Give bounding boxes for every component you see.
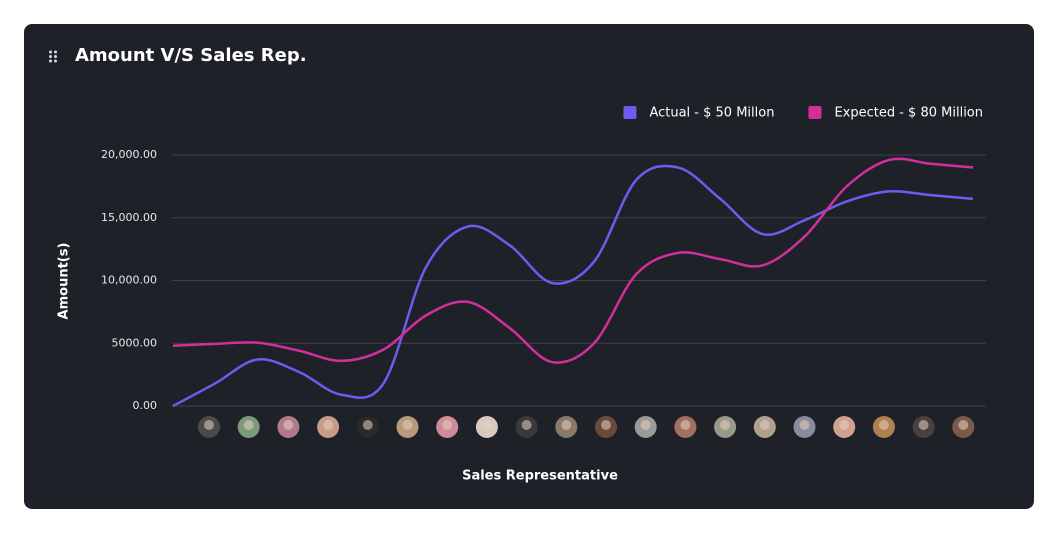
avatar-face <box>720 420 731 430</box>
legend-label: Expected - $ 80 Million <box>834 106 983 121</box>
avatar-face <box>521 420 532 430</box>
legend-label: Actual - $ 50 Millon <box>649 106 774 121</box>
chart-title: Amount V/S Sales Rep. <box>75 45 307 66</box>
avatar-face <box>601 420 611 430</box>
y-tick-label: 10,000.00 <box>101 274 157 287</box>
avatar-face <box>402 420 413 430</box>
drag-handle[interactable] <box>49 50 57 63</box>
legend-swatch <box>808 106 822 119</box>
avatar-face <box>362 420 373 430</box>
card <box>24 24 1034 509</box>
avatar-face <box>958 420 969 430</box>
avatar-face <box>918 420 929 430</box>
y-tick-label: 20,000.00 <box>101 148 157 161</box>
avatar-face <box>204 420 214 430</box>
y-tick-label: 15,000.00 <box>101 211 157 224</box>
y-axis-label: Amount(s) <box>57 243 72 320</box>
avatar-face <box>878 420 889 430</box>
avatar-face <box>759 420 770 430</box>
y-tick-label: 0.00 <box>133 399 158 412</box>
series-line <box>172 164 974 408</box>
avatar-face <box>481 420 492 430</box>
series-line <box>172 157 974 364</box>
avatar-face <box>799 420 810 430</box>
legend-swatch <box>623 106 637 119</box>
avatar-face <box>243 420 254 430</box>
avatar-face <box>680 420 691 430</box>
avatar-face <box>561 420 572 430</box>
y-tick-label: 5000.00 <box>112 336 158 349</box>
avatar-face <box>283 420 294 430</box>
x-axis-label: Sales Representative <box>462 469 618 484</box>
avatar-face <box>323 420 334 430</box>
avatar-face <box>442 420 453 430</box>
avatar-face <box>839 420 850 430</box>
avatar-face <box>640 420 651 430</box>
